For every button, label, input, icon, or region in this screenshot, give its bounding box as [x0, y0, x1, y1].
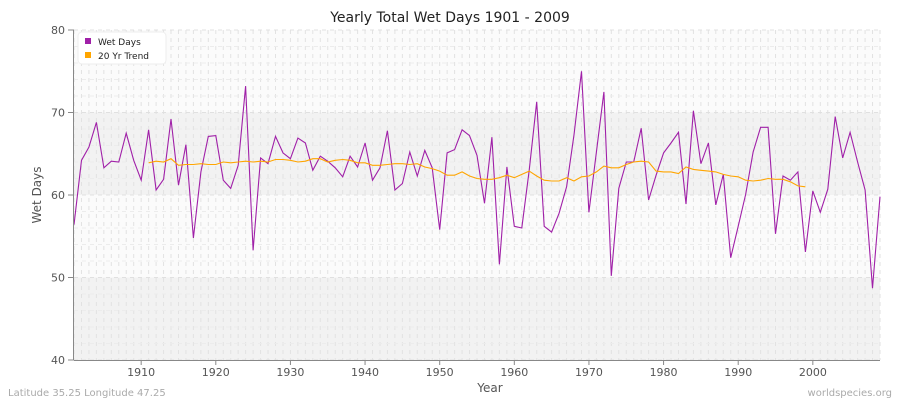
x-tick-label: 1960	[500, 366, 528, 379]
series-lines	[73, 71, 881, 289]
legend-box	[77, 31, 167, 65]
legend-label-trend: 20 Yr Trend	[98, 52, 149, 62]
x-tick-label: 1970	[575, 366, 603, 379]
x-tick-label: 1940	[351, 366, 379, 379]
y-tick-label: 50	[51, 272, 65, 285]
footer-location: Latitude 35.25 Longitude 47.25	[8, 388, 166, 399]
y-tick-label: 80	[51, 24, 65, 37]
wet-days-line	[73, 71, 881, 289]
legend-marker-trend	[85, 52, 91, 58]
legend: Wet Days 20 Yr Trend	[77, 31, 167, 65]
x-tick-label: 1990	[724, 366, 752, 379]
y-axis-label: Wet Days	[30, 166, 44, 223]
y-tick-label: 70	[51, 107, 65, 120]
x-axis-label: Year	[476, 381, 502, 395]
x-tick-label: 1980	[650, 366, 678, 379]
y-tick-label: 60	[51, 189, 65, 202]
axes: 40 50 60 70 80 1910 1920 1930 1940 1950 1960 1970 19…	[51, 24, 880, 379]
x-tick-label: 1930	[276, 366, 304, 379]
grid	[73, 29, 881, 361]
y-tick-label: 40	[51, 354, 65, 367]
chart-title: Yearly Total Wet Days 1901 - 2009	[329, 10, 570, 26]
x-tick-label: 1920	[202, 366, 230, 379]
legend-label-wet-days: Wet Days	[98, 38, 141, 48]
x-tick-label: 1910	[127, 366, 155, 379]
trend-line	[148, 158, 806, 188]
footer-source: worldspecies.org	[808, 388, 892, 399]
legend-marker-wet-days	[85, 38, 91, 44]
x-tick-label: 2000	[799, 366, 827, 379]
x-tick-label: 1950	[426, 366, 454, 379]
